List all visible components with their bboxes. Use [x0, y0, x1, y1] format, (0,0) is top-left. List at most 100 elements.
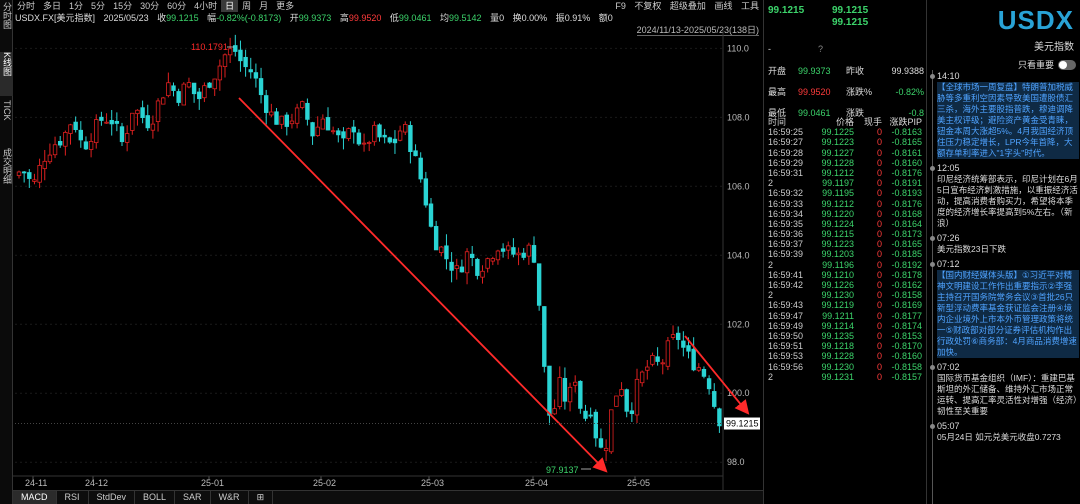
candle-body [593, 411, 598, 439]
period-month[interactable]: 月 [259, 1, 269, 11]
ts-time: 16:59:27 [768, 137, 804, 148]
news-item[interactable]: 07:26 美元指数23日下跌 [927, 233, 1079, 259]
quote-subtitle: 美元指数 [1034, 42, 1074, 53]
info-low: 99.0461 [398, 13, 432, 23]
y-tick-label: 100.0 [727, 388, 750, 398]
candle-body [366, 142, 372, 144]
period-4hour[interactable]: 4小时 [194, 1, 218, 11]
candlestick-chart[interactable]: 110.0 108.0 106.0 104.0 102.0 100.0 98.0 24-11 2… [13, 0, 763, 490]
news-item[interactable]: 07:02 国际货币基金组织（IMF）：重建巴基斯坦的外汇储备、维持外汇市场正常运… [927, 362, 1079, 421]
ts-time: 16:59:28 [768, 147, 804, 158]
tool-tools[interactable]: 工具 [740, 1, 759, 11]
candle-body [135, 109, 140, 115]
candle [598, 428, 604, 449]
ts-volume: 0 [876, 280, 882, 290]
vtab-trades[interactable]: 成交明细 [0, 148, 13, 194]
candle-body [449, 261, 454, 271]
candle [42, 149, 47, 181]
stat-open-label: 开盘 [768, 66, 787, 76]
candle [464, 248, 470, 285]
period-day[interactable]: 日 [221, 0, 239, 12]
candle [356, 129, 362, 146]
ts-volume: 0 [876, 300, 882, 311]
period-timeshare[interactable]: 分时 [17, 1, 36, 11]
stat-chgpct-label: 涨跌% [846, 87, 873, 97]
candle-body [660, 362, 665, 365]
news-item[interactable]: 12:05 印尼经济统筹部表示，印尼计划在6月5日宣布经济刺激措施，以重振经济活动… [927, 163, 1079, 233]
ts-change: -0.8185 [891, 249, 922, 260]
quote-question-icon: ? [818, 44, 824, 54]
info-close: 99.1215 [166, 13, 199, 23]
indicator-add-icon[interactable]: ⊞ [249, 491, 274, 504]
candle [361, 133, 367, 152]
period-more[interactable]: 更多 [276, 1, 295, 11]
candle [269, 103, 274, 117]
tool-overlay[interactable]: 超级叠加 [669, 1, 706, 11]
ts-time: 16:59:49 [768, 320, 804, 331]
candle-body [145, 115, 150, 129]
period-1min[interactable]: 1分 [69, 1, 84, 11]
ts-change: -0.8163 [891, 127, 922, 138]
candle [300, 100, 305, 110]
ts-price: 99.1211 [822, 310, 854, 321]
period-multiday[interactable]: 多日 [43, 1, 62, 11]
tool-f9[interactable]: F9 [615, 1, 626, 11]
ts-price: 99.1220 [821, 208, 854, 219]
indicator-stddev[interactable]: StdDev [89, 491, 136, 504]
info-low-label: 低 [389, 13, 399, 23]
news-item[interactable]: 05:07 05月24日 如元兑美元收盘0.7273 [927, 421, 1079, 447]
period-5min[interactable]: 5分 [91, 1, 106, 11]
candle-body [433, 226, 439, 251]
stat-row-open: 开盘 99.9373 昨收 99.9388 [768, 60, 924, 81]
indicator-boll[interactable]: BOLL [135, 491, 176, 504]
tool-no-adjust[interactable]: 不复权 [634, 1, 662, 11]
vtab-tick[interactable]: TICK [0, 100, 13, 144]
vtab-kline-label: K线图 [2, 52, 12, 77]
indicator-sar[interactable]: SAR [175, 491, 211, 504]
vtab-kline[interactable]: K线图 [0, 52, 13, 96]
news-time: 12:05 [937, 163, 960, 173]
news-item[interactable]: 14:10 【全球市场一周复盘】特朗普加税威胁等多重利空因素导致美国遭股债汇三杀，… [927, 71, 1079, 163]
candle-body [603, 447, 609, 452]
important-only-label: 只看重要 [1017, 60, 1054, 70]
news-body: 05月24日 如元兑美元收盘0.7273 [937, 432, 1061, 442]
news-panel: USDX 美元指数 只看重要 14:10 【全球市场一周复盘】特朗普加税威胁等多重… [926, 0, 1080, 504]
candle-body [114, 121, 120, 124]
candle [176, 88, 181, 107]
indicator-wr[interactable]: W&R [211, 491, 249, 504]
indicator-macd[interactable]: MACD [13, 491, 57, 504]
candle-body [413, 150, 418, 157]
candle [207, 82, 212, 89]
candle-body [300, 101, 305, 108]
time-sales-row: 16:59:27 99.1223 0 -0.8165 [768, 137, 926, 147]
candle [58, 136, 63, 148]
candle-body [124, 133, 130, 143]
period-30min[interactable]: 30分 [140, 1, 160, 11]
candle [392, 130, 398, 154]
candle [21, 170, 27, 183]
candle [428, 197, 434, 228]
candle [609, 409, 614, 454]
toggle-switch-icon[interactable] [1058, 59, 1076, 70]
candle [614, 395, 619, 407]
news-body: 美元指数23日下跌 [937, 244, 1006, 254]
tool-drawline[interactable]: 画线 [714, 1, 733, 11]
vtab-timeshare[interactable]: 分时图 [0, 2, 13, 44]
candle-body [609, 409, 614, 453]
period-15min[interactable]: 15分 [113, 1, 133, 11]
candle-body [243, 56, 248, 68]
ts-time: 16:59:51 [768, 341, 804, 352]
candle-body [578, 380, 583, 409]
important-only-toggle[interactable]: 只看重要 [1018, 58, 1076, 71]
candle-body [346, 128, 351, 139]
candle-body [681, 340, 686, 348]
candle [191, 82, 197, 103]
news-item[interactable]: 07:12 【国内财经媒体头版】①习近平对精神文明建设工作作出重要指示②李强主持召… [927, 259, 1079, 362]
y-tick-label: 108.0 [727, 112, 750, 122]
candle [27, 169, 32, 188]
indicator-rsi[interactable]: RSI [57, 491, 89, 504]
period-60min[interactable]: 60分 [167, 1, 187, 11]
stat-chg-value: -0.8 [908, 107, 924, 118]
low-price-label: 97.9137 [546, 465, 579, 475]
period-week[interactable]: 周 [242, 1, 252, 11]
